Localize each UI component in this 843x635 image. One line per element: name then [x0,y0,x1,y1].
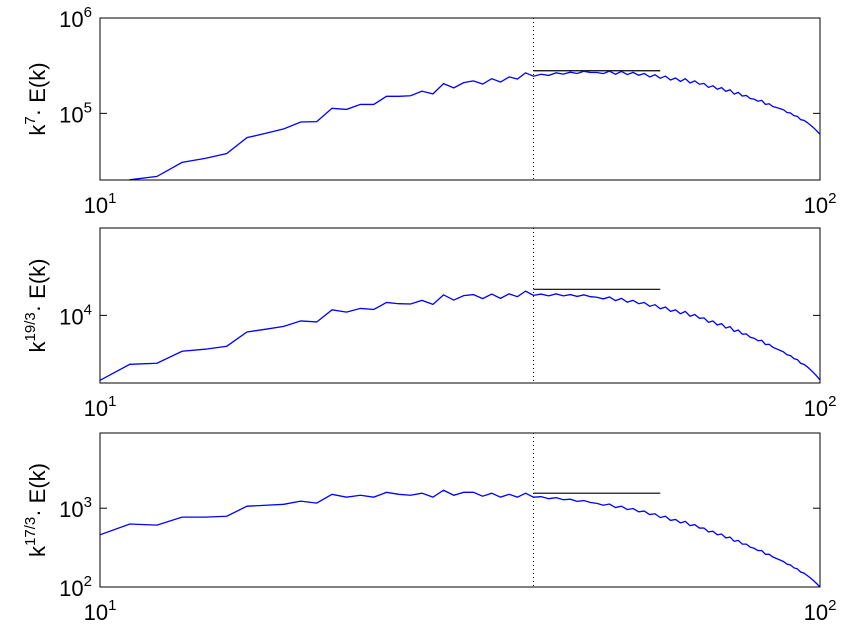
tick-base: 10 [804,193,828,218]
data-line [100,290,820,381]
y-tick-label: 106 [59,4,92,32]
data-line [100,489,820,587]
y-tick-label: 103 [59,494,92,522]
x-tick-label: 102 [804,190,837,218]
x-tick-label: 101 [84,190,117,218]
tick-base: 10 [84,396,108,421]
x-tick-label: 102 [804,393,837,421]
tick-exponent: 6 [84,4,92,21]
axes-box [99,432,821,588]
y-axis-label: k7· E(k) [22,62,50,135]
y-tick-label: 102 [59,573,92,601]
tick-exponent: 2 [828,393,836,410]
tick-base: 10 [84,193,108,218]
data-line [128,70,820,180]
tick-exponent: 1 [108,597,116,614]
tick-base: 10 [804,396,828,421]
label-base: k [25,545,50,557]
tick-base: 10 [59,304,83,329]
label-exponent: 17/3 [22,517,39,546]
x-tick-label: 102 [804,597,837,625]
x-tick-label: 101 [84,393,117,421]
label-suffix: · E(k) [25,62,50,116]
tick-base: 10 [59,102,83,127]
tick-base: 10 [804,600,828,625]
label-suffix: · E(k) [25,463,50,517]
tick-exponent: 3 [84,494,92,511]
label-exponent: 19/3 [22,312,39,341]
axes-box [99,17,821,181]
label-base: k [25,340,50,352]
tick-base: 10 [84,600,108,625]
label-base: k [25,124,50,136]
axes-box [99,227,821,384]
tick-exponent: 5 [84,99,92,116]
x-tick-label: 101 [84,597,117,625]
label-exponent: 7 [22,116,39,124]
tick-base: 10 [59,497,83,522]
tick-base: 10 [59,576,83,601]
tick-exponent: 2 [84,573,92,590]
tick-exponent: 1 [108,393,116,410]
y-tick-label: 105 [59,99,92,127]
tick-exponent: 4 [84,301,92,318]
y-axis-label: k19/3· E(k) [22,259,50,353]
tick-exponent: 1 [108,190,116,207]
y-tick-label: 104 [59,301,92,329]
label-suffix: · E(k) [25,259,50,313]
tick-base: 10 [59,7,83,32]
tick-exponent: 2 [828,190,836,207]
tick-exponent: 2 [828,597,836,614]
y-axis-label: k17/3· E(k) [22,463,50,557]
